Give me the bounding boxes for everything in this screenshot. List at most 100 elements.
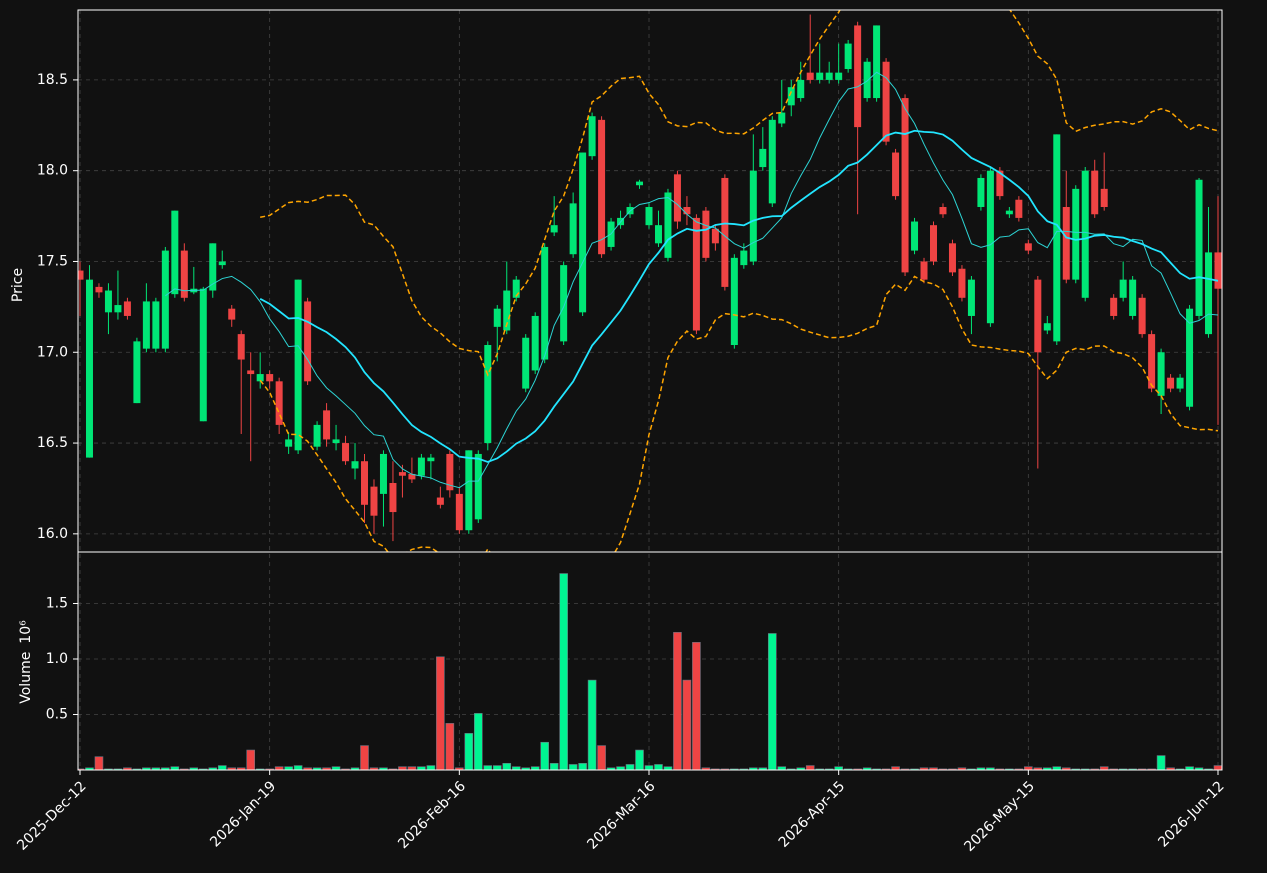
candle-body: [474, 453, 482, 520]
volume-scale: 10⁶: [18, 620, 34, 644]
y-tick-label: 16.0: [37, 526, 68, 542]
candle-body: [863, 61, 871, 99]
candle-body: [171, 210, 179, 295]
volume-bar: [445, 723, 455, 770]
candle-body: [778, 112, 786, 124]
moving-average: [259, 129, 1219, 463]
candle-body: [161, 250, 169, 349]
candle-body: [740, 250, 748, 266]
volume-bar: [635, 749, 644, 770]
candle-body: [104, 290, 112, 313]
candle-body: [1072, 188, 1080, 280]
candle-body: [541, 246, 549, 360]
candle-body: [948, 243, 956, 273]
candle-body: [351, 461, 359, 469]
candle-body: [1081, 170, 1089, 298]
volume-bar: [673, 632, 682, 770]
candle-body: [1053, 134, 1061, 342]
candle-body: [85, 279, 93, 458]
volume-bar: [549, 763, 559, 770]
candle-body: [854, 25, 862, 128]
y-tick-label: 17.0: [37, 344, 68, 360]
volume-bar: [578, 763, 587, 770]
candle-body: [332, 439, 340, 444]
candle-body: [493, 308, 501, 327]
candle-body: [560, 265, 568, 342]
candle-body: [996, 170, 1004, 197]
candle-body: [967, 279, 975, 316]
volume-bar: [805, 765, 815, 770]
volume-bar: [625, 764, 635, 770]
volume-bar: [568, 764, 578, 770]
bollinger-band: [259, 275, 1219, 552]
candle-body: [408, 473, 416, 480]
candle-body: [939, 207, 947, 215]
volume-bar: [654, 764, 663, 770]
candle-body: [237, 334, 245, 360]
volume-bar: [94, 756, 104, 770]
candle-body: [911, 221, 919, 251]
candle-body: [531, 315, 539, 371]
candle-body: [702, 210, 710, 258]
candle-body: [835, 72, 843, 80]
candle-body: [114, 305, 122, 313]
candle-body: [1186, 308, 1194, 407]
volume-bar: [1213, 765, 1222, 770]
volume-bar: [767, 633, 777, 770]
candle-body: [1091, 170, 1099, 215]
candle-body: [873, 25, 881, 99]
candle-body: [1119, 279, 1127, 298]
volume-axis-label: Volume 10⁶: [18, 620, 34, 704]
volume-bar: [540, 741, 549, 770]
volume-bar: [217, 765, 227, 770]
volume-bar: [1156, 755, 1166, 770]
volume-bar: [682, 679, 692, 770]
volume-bar: [692, 642, 701, 770]
candle-body: [1024, 243, 1032, 251]
y-tick-label: 18.0: [37, 163, 68, 179]
candle-body: [313, 424, 321, 447]
candle-body: [1167, 377, 1175, 389]
candle-body: [294, 279, 302, 451]
candle-body: [806, 72, 814, 80]
candle-body: [123, 301, 131, 316]
volume-bar: [597, 745, 606, 770]
candle-body: [228, 308, 236, 320]
volume-label: Volume: [18, 652, 34, 704]
candle-body: [977, 177, 985, 208]
candle-body: [361, 461, 368, 505]
candle-body: [503, 290, 511, 331]
candle-body: [721, 177, 729, 287]
candle-body: [958, 268, 966, 298]
candle-body: [465, 450, 473, 531]
volume-bar: [436, 656, 445, 770]
candle-body: [692, 217, 700, 331]
candle-body: [1205, 252, 1213, 335]
candle-body: [579, 152, 587, 313]
candle-body: [436, 497, 444, 505]
candle-body: [484, 345, 492, 444]
volume-bar: [360, 745, 369, 770]
candle-body: [209, 243, 217, 291]
candle-body: [930, 225, 937, 262]
candle-body: [825, 72, 833, 80]
bollinger-band: [260, 10, 1219, 377]
candle-body: [664, 192, 672, 258]
candle-body: [427, 457, 435, 462]
candle-body: [522, 337, 530, 389]
candle-body: [1138, 297, 1146, 335]
volume-bar: [559, 573, 568, 770]
candle-body: [588, 116, 596, 157]
candle-body: [95, 286, 103, 293]
candle-body: [673, 174, 681, 222]
candle-body: [398, 472, 406, 476]
candle-body: [512, 279, 520, 298]
candle-body: [285, 439, 293, 447]
candle-body: [1176, 377, 1184, 389]
candle-body: [1110, 297, 1118, 316]
candle-body: [180, 250, 188, 298]
candle-body: [133, 341, 141, 404]
candle-body: [247, 370, 255, 375]
candle-body: [711, 228, 719, 244]
volume-bar: [502, 763, 512, 770]
